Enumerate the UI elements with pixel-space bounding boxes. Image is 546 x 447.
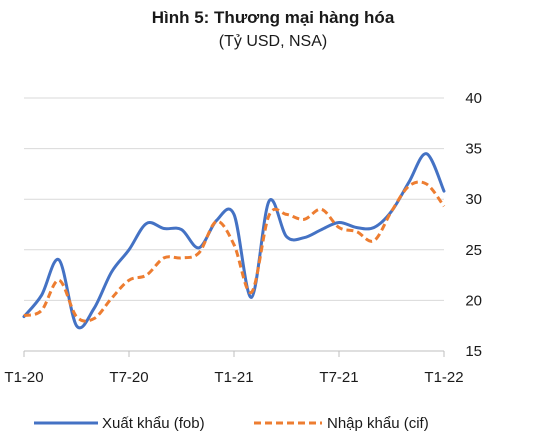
y-tick-label: 15: [465, 343, 482, 360]
x-tick-label: T1-22: [424, 369, 463, 386]
import-series-line: [23, 180, 446, 323]
legend-label-export: Xuất khẩu (fob): [102, 415, 205, 432]
x-tick-label: T7-21: [319, 369, 358, 386]
legend: Xuất khẩu (fob) Nhập khẩu (cif): [34, 415, 429, 432]
export-series-line: [22, 152, 446, 330]
y-axis-ticks: 15 20 25 30 35 40: [465, 90, 482, 360]
y-tick-label: 25: [465, 242, 482, 259]
x-axis: T1-20 T7-20 T1-21 T7-21 T1-22: [4, 350, 464, 386]
y-tick-label: 35: [465, 141, 482, 158]
y-tick-label: 20: [465, 292, 482, 309]
x-tick-label: T7-20: [109, 369, 148, 386]
x-tick-label: T1-21: [214, 369, 253, 386]
x-tick-label: T1-20: [4, 369, 43, 386]
series-lines: [22, 152, 446, 330]
chart-subtitle: (Tỷ USD, NSA): [218, 33, 328, 50]
y-tick-label: 30: [465, 191, 482, 208]
legend-label-import: Nhập khẩu (cif): [327, 415, 429, 432]
gridlines: [24, 97, 444, 301]
chart-title: Hình 5: Thương mại hàng hóa: [151, 8, 395, 27]
y-tick-label: 40: [465, 90, 482, 107]
